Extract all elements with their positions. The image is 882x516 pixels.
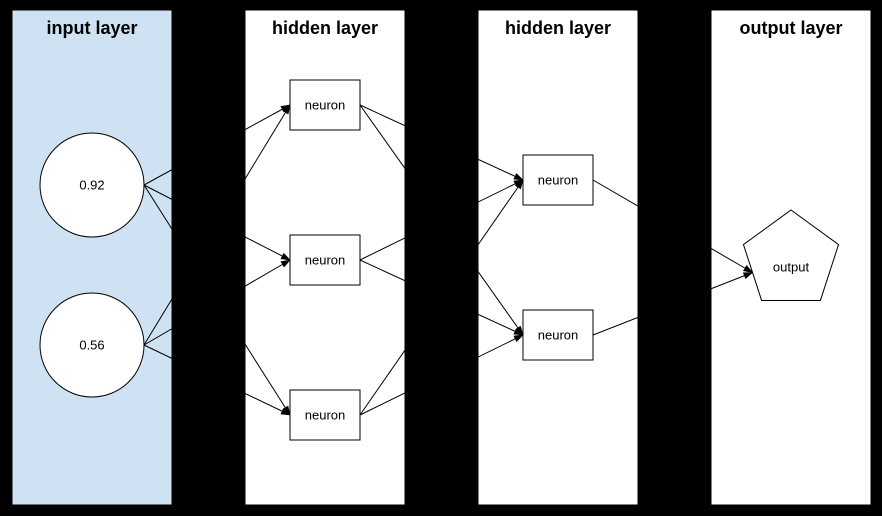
edges-group [144,105,753,415]
layers-group [12,10,871,505]
layer-title-hidden2: hidden layer [505,18,611,38]
layer-input [12,10,172,505]
layer-hidden2 [478,10,638,505]
node-label-in2: 0.56 [79,337,104,352]
node-label-h1c: neuron [305,407,345,422]
node-label-h2b: neuron [538,327,578,342]
layer-title-hidden1: hidden layer [272,18,378,38]
node-label-h1b: neuron [305,252,345,267]
layer-title-input: input layer [46,18,137,38]
node-label-h1a: neuron [305,97,345,112]
node-label-in1: 0.92 [79,177,104,192]
neural-network-diagram: 0.92 0.56 neuron neuron neuron neuron neuron ou… [0,0,882,516]
node-label-out1: output [773,259,810,274]
node-label-h2a: neuron [538,172,578,187]
layer-title-output: output layer [739,18,842,38]
